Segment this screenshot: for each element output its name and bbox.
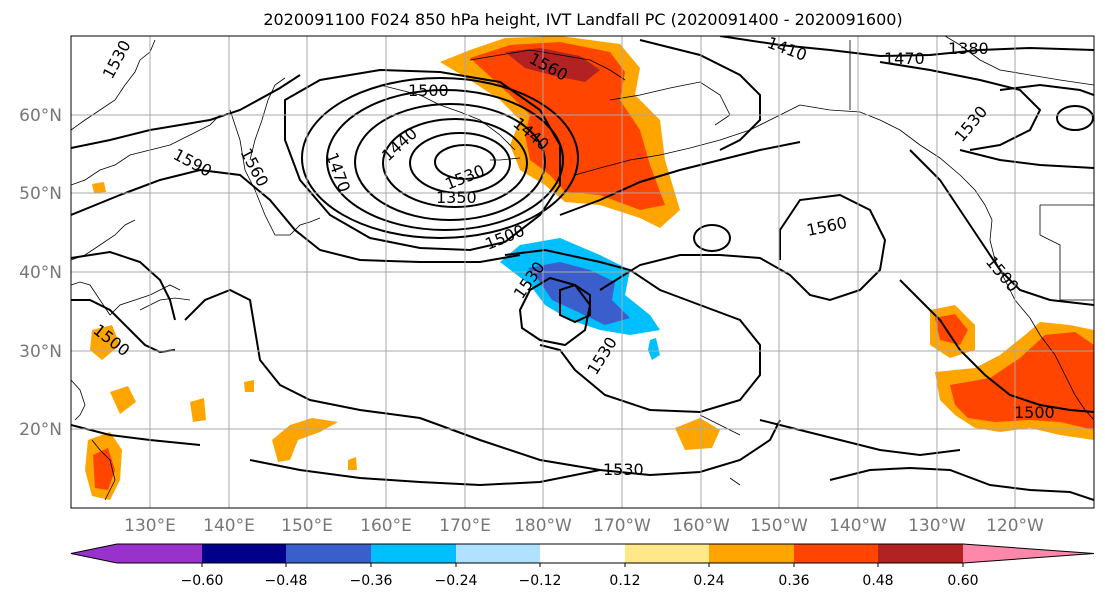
colorbar-segments [70,543,1095,564]
gridlines [71,36,1094,508]
lon-label: 150°W [750,516,808,536]
colorbar-tick-label: −0.24 [435,573,478,589]
lon-label: 160°W [672,516,730,536]
colorbar-segment [71,544,202,563]
colorbar-segment [286,544,372,563]
lon-label: 140°W [829,516,887,536]
colorbar-segment [625,544,710,563]
lon-label: 150°E [281,516,333,536]
contour-label: 1470 [884,49,925,68]
colorbar-tick-label: 0.12 [609,573,640,589]
colorbar-segment [456,544,541,563]
colorbar-tick-label: 0.36 [778,573,809,589]
contour-label: 1500 [408,81,449,100]
lat-label: 60°N [19,106,62,126]
colorbar: −0.60 −0.48 −0.36 −0.24 −0.12 0.12 0.24 … [70,543,1095,589]
colorbar-segment [878,544,964,563]
colorbar-segment [540,544,626,563]
colorbar-tick-label: 0.24 [693,573,724,589]
lon-label: 170°E [439,516,491,536]
colorbar-tick-label: 0.48 [862,573,893,589]
colorbar-segment [709,544,795,563]
colorbar-ticks [201,563,964,567]
colorbar-tick-label: −0.36 [350,573,393,589]
colorbar-tick-label: −0.12 [519,573,562,589]
lon-label: 160°E [360,516,412,536]
coastlines [71,36,1094,501]
lon-label: 120°W [986,516,1044,536]
lat-label: 20°N [19,420,62,440]
colorbar-segment [963,544,1094,563]
contour-label: 1350 [436,188,477,207]
lon-label: 180°W [514,516,572,536]
lat-label: 30°N [19,342,62,362]
map-frame [70,35,1095,509]
height-contours [71,36,1094,501]
lon-label: 140°E [203,516,255,536]
colorbar-tick-labels: −0.60 −0.48 −0.36 −0.24 −0.12 0.12 0.24 … [181,573,979,589]
longitude-labels: 130°E 140°E 150°E 160°E 170°E 180°W 170°… [124,516,1044,536]
ivt-negative-shading [500,238,660,360]
contour-label: 1380 [948,39,989,58]
lon-label: 170°W [593,516,651,536]
contour-label: 1530 [603,460,644,479]
map-panel: 1530 1500 1560 1590 1470 1440 1560 1440 … [70,35,1095,509]
lon-label: 130°W [908,516,966,536]
colorbar-tick-label: 0.60 [947,573,978,589]
lon-label: 130°E [124,516,176,536]
colorbar-outline [70,543,1095,564]
contour-label: 1500 [1014,403,1055,422]
lat-label: 50°N [19,184,62,204]
figure-title: 2020091100 F024 850 hPa height, IVT Land… [263,10,902,29]
lat-label: 40°N [19,263,62,283]
colorbar-tick-label: −0.48 [265,573,308,589]
colorbar-segment [794,544,879,563]
colorbar-segment [202,544,287,563]
colorbar-tick-label: −0.60 [181,573,224,589]
colorbar-segment [371,544,457,563]
latitude-labels: 60°N 50°N 40°N 30°N 20°N [19,106,62,440]
